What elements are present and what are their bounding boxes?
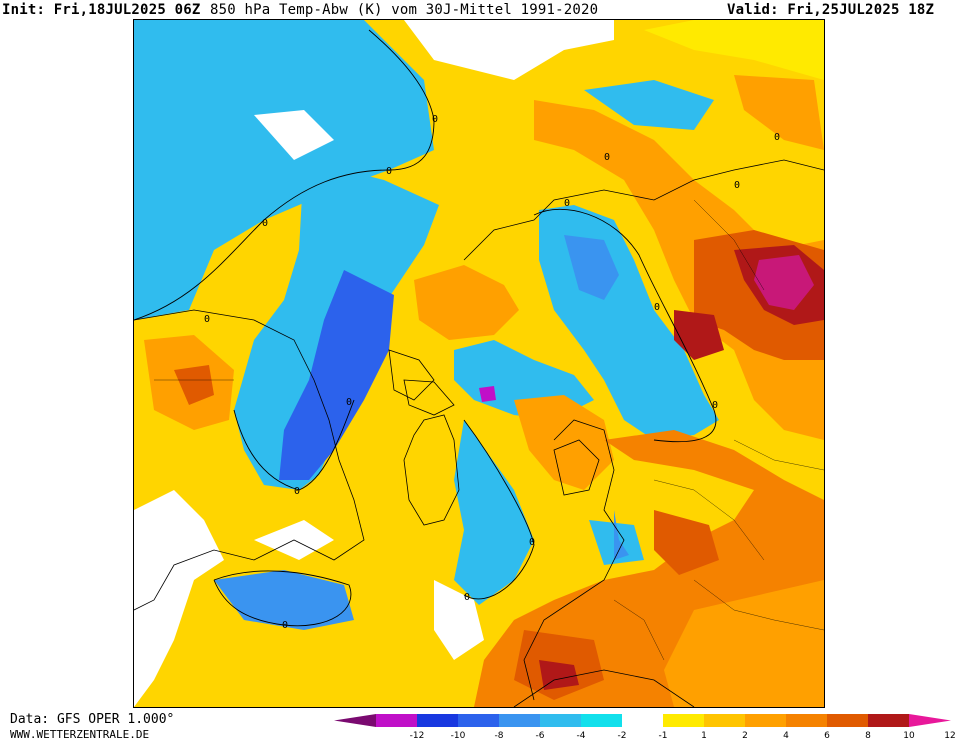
contour-label: 0 xyxy=(346,397,352,408)
anomaly-region-warm xyxy=(174,365,214,405)
contour-label: 0 xyxy=(564,198,570,209)
contour-label: 0 xyxy=(774,132,780,143)
map-title: 850 hPa Temp-Abw (K) vom 30J-Mittel 1991… xyxy=(210,2,599,18)
anomaly-region-warm xyxy=(654,510,719,575)
anomaly-spot-warm-extreme xyxy=(754,255,814,310)
anomaly-region-warm xyxy=(539,660,579,690)
legend-swatch xyxy=(745,714,786,727)
contour-label: 0 xyxy=(712,400,718,411)
legend-swatch xyxy=(417,714,458,727)
legend-swatch xyxy=(622,714,663,727)
anomaly-region-warm xyxy=(644,20,824,80)
coastline-asia xyxy=(463,159,824,261)
legend-tick-label: 2 xyxy=(742,731,748,740)
legend-tick-label: -4 xyxy=(577,731,586,740)
border-line xyxy=(693,199,765,291)
coastline-greenland xyxy=(403,414,460,526)
contour-label: 0 xyxy=(432,114,438,125)
anomaly-region-neutral xyxy=(134,490,224,707)
coastline-north-america xyxy=(134,309,365,611)
website-label: WWW.WETTERZENTRALE.DE xyxy=(10,728,150,741)
contour-label: 0 xyxy=(654,302,660,313)
contour-label: 0 xyxy=(604,152,610,163)
anomaly-region-warm xyxy=(514,395,614,490)
legend-swatch xyxy=(663,714,704,727)
legend-tick-label: 1 xyxy=(701,731,707,740)
zero-contour xyxy=(134,29,435,321)
contour-label: 0 xyxy=(262,218,268,229)
zero-contour xyxy=(233,399,355,491)
coastline-arctic-islands xyxy=(403,379,455,416)
coastline-europe xyxy=(523,419,625,701)
legend-swatch xyxy=(909,714,951,727)
contour-label: 0 xyxy=(294,486,300,497)
contour-label: 0 xyxy=(464,592,470,603)
anomaly-region-cold xyxy=(279,270,394,480)
border-line xyxy=(613,599,665,661)
anomaly-region-neutral xyxy=(434,580,484,660)
anomaly-region-warm xyxy=(674,310,724,360)
anomaly-region-cold xyxy=(584,80,714,130)
contour-label: 0 xyxy=(386,166,392,177)
legend-swatch xyxy=(334,714,376,727)
legend-tick-label: -1 xyxy=(659,731,668,740)
legend-swatch xyxy=(704,714,745,727)
legend-tick-label: 4 xyxy=(783,731,789,740)
contour-label: 0 xyxy=(529,537,535,548)
anomaly-spot-cold-extreme xyxy=(479,386,496,402)
anomaly-region-cold xyxy=(134,20,434,320)
zero-contour xyxy=(463,419,535,600)
legend-tick-label: -2 xyxy=(618,731,627,740)
color-legend: -12 -10 -8 -6 -4 -2 -1 1 2 4 6 8 10 12 xyxy=(334,712,958,740)
contour-label: 0 xyxy=(282,620,288,631)
data-source-label: Data: GFS OPER 1.000° xyxy=(10,712,175,727)
zero-contour xyxy=(213,570,352,627)
legend-swatch xyxy=(827,714,868,727)
legend-tick-label: -8 xyxy=(495,731,504,740)
valid-time: Valid: Fri,25JUL2025 18Z xyxy=(727,2,935,18)
legend-swatch xyxy=(786,714,827,727)
legend-swatch xyxy=(499,714,540,727)
anomaly-region-warm xyxy=(734,75,824,150)
coastline-scandinavia xyxy=(553,439,600,496)
contour-label: 0 xyxy=(204,314,210,325)
contour-label: 0 xyxy=(734,180,740,191)
legend-tick-label: 12 xyxy=(944,731,955,740)
anomaly-region-neutral xyxy=(404,20,614,80)
anomaly-region-cold xyxy=(454,420,534,605)
anomaly-region-warm xyxy=(414,265,519,340)
anomaly-region-warm xyxy=(664,580,824,707)
legend-swatch xyxy=(376,714,417,727)
anomaly-region-cold xyxy=(614,510,629,560)
coastline-arctic-islands xyxy=(388,349,435,401)
legend-tick-label: 10 xyxy=(903,731,915,740)
anomaly-region-cold xyxy=(564,235,619,300)
zero-contour xyxy=(533,208,717,443)
anomaly-region-neutral xyxy=(254,110,334,160)
border-line xyxy=(693,579,824,631)
anomaly-region-cold xyxy=(214,570,354,630)
legend-tick-label: -12 xyxy=(410,731,425,740)
anomaly-region-warm xyxy=(534,100,824,440)
legend-tick-label: -10 xyxy=(451,731,466,740)
legend-tick-label: 6 xyxy=(824,731,830,740)
border-line xyxy=(733,439,824,471)
legend-tick-label: 8 xyxy=(865,731,871,740)
coastline-africa xyxy=(513,669,695,707)
border-line xyxy=(653,479,765,561)
init-time: Init: Fri,18JUL2025 06Z xyxy=(2,2,201,18)
temperature-anomaly-map[interactable]: 0 0 0 0 0 0 0 0 0 0 0 0 0 0 0 xyxy=(133,19,825,708)
legend-tick-label: -6 xyxy=(536,731,545,740)
legend-swatch xyxy=(458,714,499,727)
legend-swatch xyxy=(581,714,622,727)
legend-swatch xyxy=(868,714,909,727)
legend-swatch xyxy=(540,714,581,727)
